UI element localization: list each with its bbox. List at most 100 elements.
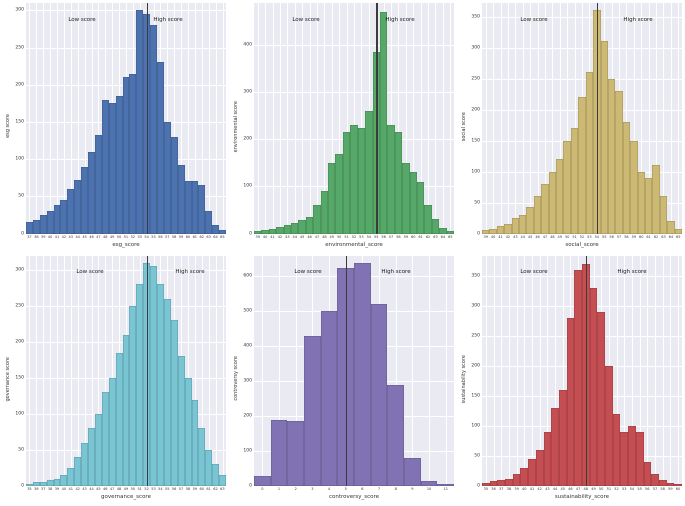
v-gridline xyxy=(208,255,210,486)
x-tick-label: 51 xyxy=(137,487,142,491)
v-gridline xyxy=(70,3,72,234)
x-tick-label: 62 xyxy=(653,234,659,239)
x-tick-label: 44 xyxy=(75,234,80,239)
histogram-bar xyxy=(543,432,552,486)
histogram-bar xyxy=(184,181,192,234)
v-gridline xyxy=(626,3,628,234)
x-tick-label: 54 xyxy=(144,234,149,239)
y-axis: 0 50 100 150 200 250 300 350 xyxy=(468,256,482,489)
x-tick-label: 55 xyxy=(637,487,642,491)
x-axis: 35 36 37 38 39 40 41 42 43 44 45 46 47 48 49 50 51 52 53 54… xyxy=(482,486,682,493)
y-tick-label: 0 xyxy=(21,483,24,489)
histogram-bar xyxy=(60,475,68,486)
y-tick-label: 150 xyxy=(15,375,24,381)
histogram-bar xyxy=(261,229,269,234)
x-axis: 39 40 41 42 43 44 45 46 47 48 49 50 51 52 53 54 55 56 57 58… xyxy=(254,234,454,241)
x-tick-label: 62 xyxy=(425,234,431,239)
x-tick-label: 57 xyxy=(616,234,622,239)
v-gridline xyxy=(188,3,190,234)
v-gridline xyxy=(63,255,65,486)
histogram-bar xyxy=(53,205,61,234)
histogram-bar xyxy=(177,165,185,234)
histogram-bar xyxy=(313,205,321,234)
v-gridline xyxy=(670,3,672,234)
v-gridline xyxy=(515,3,517,234)
x-tick-label: 40 xyxy=(61,487,67,491)
histogram-bar xyxy=(605,366,613,486)
x-tick-label: 60 xyxy=(185,234,191,239)
x-tick-label: 39 xyxy=(483,234,488,239)
histogram-bar xyxy=(354,262,371,486)
histogram-bar xyxy=(482,483,490,486)
v-gridline xyxy=(450,3,452,234)
v-gridline xyxy=(493,255,495,486)
x-tick-label: 0 xyxy=(261,487,264,491)
v-gridline xyxy=(294,3,296,234)
v-gridline xyxy=(194,3,196,234)
v-gridline xyxy=(36,255,38,486)
v-gridline xyxy=(547,255,549,486)
x-tick-label: 64 xyxy=(440,234,446,239)
v-gridline xyxy=(98,3,100,234)
x-tick-label: 58 xyxy=(660,487,665,491)
v-gridline xyxy=(656,3,658,234)
v-gridline xyxy=(632,255,633,486)
histogram-bar xyxy=(26,483,33,486)
histogram-bar xyxy=(607,78,616,234)
v-gridline xyxy=(405,3,407,234)
histogram-bar xyxy=(541,183,549,234)
x-tick-label: 50 xyxy=(116,234,122,239)
x-axis-title: esg_score xyxy=(112,241,140,248)
histogram-bar xyxy=(630,140,638,234)
y-axis-title-label: esg score xyxy=(4,114,11,139)
histogram-bar xyxy=(81,442,89,486)
histogram-bar xyxy=(205,449,213,486)
v-gridline xyxy=(552,3,554,234)
v-gridline xyxy=(522,3,524,234)
histogram-bar xyxy=(304,335,321,486)
x-tick-label: 60 xyxy=(411,234,416,239)
histogram-bar xyxy=(46,211,54,234)
histogram-bar xyxy=(191,181,199,234)
histogram-bar xyxy=(394,132,403,234)
x-tick-label: 65 xyxy=(676,234,681,239)
y-tick-label: 500 xyxy=(243,308,252,314)
x-tick-label: 62 xyxy=(213,487,218,491)
x-tick-label: 35 xyxy=(27,487,32,491)
y-axis: 0 50 100 150 200 250 300 xyxy=(12,3,26,236)
y-tick-label: 300 xyxy=(471,303,480,309)
x-tick-label: 35 xyxy=(483,487,489,491)
histogram-bar xyxy=(597,312,606,486)
x-tick-label: 38 xyxy=(34,234,39,239)
histogram-bar xyxy=(88,151,95,234)
y-tick-label: 300 xyxy=(243,89,252,95)
v-gridline xyxy=(36,3,38,234)
histogram-bar xyxy=(511,218,520,234)
histogram-bar xyxy=(143,262,151,486)
v-gridline xyxy=(201,255,203,486)
histogram-bar xyxy=(658,480,667,486)
annotation-high-score: High score xyxy=(623,16,653,23)
histogram-bar xyxy=(115,352,123,486)
x-tick-label: 47 xyxy=(575,487,581,491)
y-tick-label: 300 xyxy=(471,45,480,51)
v-gridline xyxy=(302,3,304,234)
v-gridline xyxy=(361,3,363,234)
x-tick-label: 44 xyxy=(520,234,525,239)
x-tick-label: 42 xyxy=(75,487,80,491)
v-gridline xyxy=(188,255,190,486)
v-gridline xyxy=(428,3,430,234)
v-gridline xyxy=(485,3,487,234)
v-gridline xyxy=(279,3,281,234)
v-gridline xyxy=(445,255,447,486)
subplot-controversy-score: controversy score 0 100 200 300 400 500 600 Lo… xyxy=(231,255,454,503)
x-tick-label: 47 xyxy=(109,487,115,491)
x-tick-label: 41 xyxy=(498,234,503,239)
x-tick-label: 58 xyxy=(396,234,401,239)
x-tick-label: 53 xyxy=(621,487,627,491)
x-tick-label: 46 xyxy=(89,234,94,239)
histogram-bar xyxy=(482,230,490,234)
x-tick-label: 50 xyxy=(130,487,136,491)
histogram-bar xyxy=(548,171,557,234)
x-tick-label: 43 xyxy=(68,234,74,239)
